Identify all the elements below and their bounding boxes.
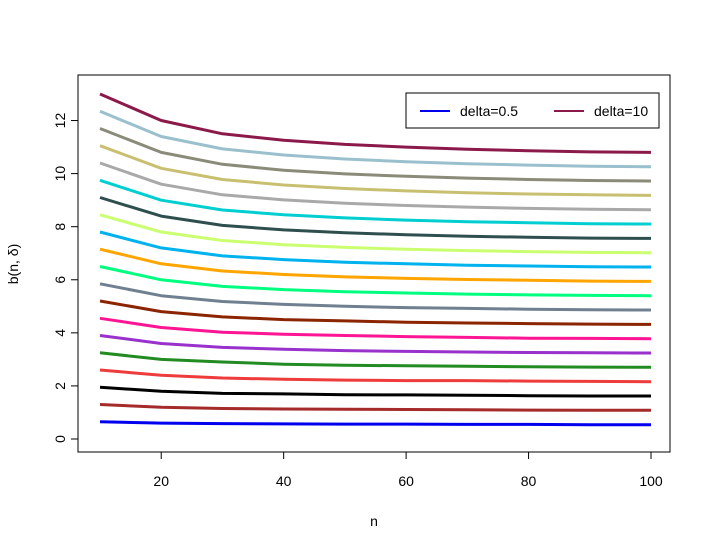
x-axis-label: n <box>370 513 378 529</box>
y-tick-label: 6 <box>52 276 68 284</box>
series-line-11 <box>99 247 652 283</box>
x-tick-label: 40 <box>276 473 292 489</box>
series-line-17 <box>99 144 652 197</box>
y-axis: 0 2 4 6 8 10 12 <box>52 113 79 443</box>
x-tick-label: 100 <box>639 473 663 489</box>
series-line-9 <box>99 282 652 312</box>
series-line-16 <box>99 161 652 212</box>
series-line-7 <box>99 316 652 341</box>
x-tick-label: 60 <box>398 473 414 489</box>
series-layer <box>99 92 652 427</box>
y-tick-label: 0 <box>52 435 68 443</box>
series-line-19 <box>99 109 652 169</box>
y-tick-label: 10 <box>52 166 68 182</box>
series-line-3 <box>99 385 651 398</box>
series-line-2 <box>99 403 651 412</box>
y-tick-label: 4 <box>52 329 68 337</box>
legend: delta=0.5 delta=10 <box>405 92 660 129</box>
y-tick-label: 8 <box>52 223 68 231</box>
y-tick-label: 12 <box>52 113 68 129</box>
series-line-8 <box>99 299 652 326</box>
series-line-5 <box>99 351 652 369</box>
series-line-13 <box>99 213 652 255</box>
series-line-14 <box>99 196 652 240</box>
series-line-6 <box>99 334 652 355</box>
series-line-15 <box>99 178 652 226</box>
y-axis-label: b(n, δ) <box>5 244 21 284</box>
legend-label: delta=10 <box>594 103 648 119</box>
y-tick-label: 2 <box>52 382 68 390</box>
series-line-18 <box>99 127 652 183</box>
legend-label: delta=0.5 <box>460 103 518 119</box>
x-axis: 20 40 60 80 100 <box>153 451 663 489</box>
series-line-1 <box>99 420 651 427</box>
x-tick-label: 20 <box>153 473 169 489</box>
series-line-10 <box>99 265 652 298</box>
series-line-12 <box>99 230 652 269</box>
series-line-20 <box>99 92 652 154</box>
x-tick-label: 80 <box>521 473 537 489</box>
series-line-4 <box>99 368 652 384</box>
